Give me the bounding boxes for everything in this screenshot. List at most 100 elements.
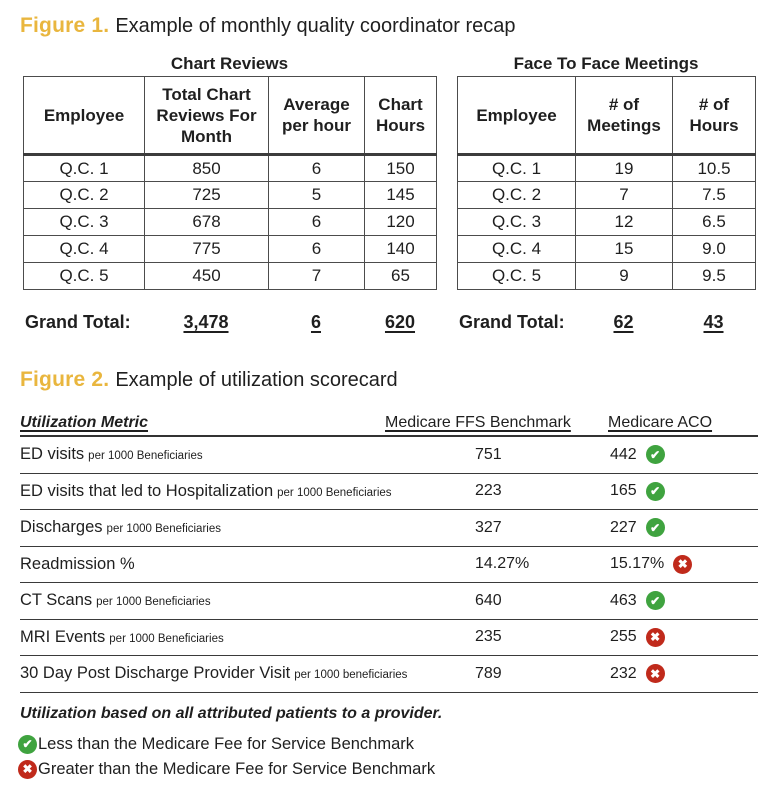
metric-name: Readmission %	[20, 554, 135, 573]
table-row: Q.C. 4 775 6 140	[23, 235, 437, 263]
scorecard-row: ED visits that led to Hospitalization per…	[20, 474, 758, 510]
scorecard-header: Utilization Metric Medicare FFS Benchmar…	[20, 414, 758, 437]
metric-name: ED visits	[20, 445, 85, 464]
status-check-icon: ✔	[645, 591, 665, 611]
cell-hours: 9.5	[672, 262, 756, 290]
scorecard-row: 30 Day Post Discharge Provider Visit per …	[20, 656, 758, 693]
ffs-value: 789	[475, 664, 502, 682]
metric-name: ED visits that led to Hospitalization	[20, 481, 274, 500]
cell-average: 7	[268, 262, 365, 290]
grand-total-value: 620	[384, 312, 416, 332]
status-cross-icon: ✖	[645, 627, 665, 647]
cell-employee: Q.C. 2	[23, 181, 145, 209]
chart-reviews-block: Chart Reviews Employee Total Chart Revie…	[23, 54, 437, 333]
status-check-icon: ✔	[645, 481, 665, 501]
meetings-grand-total: Grand Total: 62 43	[457, 312, 755, 333]
figure1-caption: Figure 1. Example of monthly quality coor…	[0, 0, 778, 39]
cell-chart-hours: 65	[364, 262, 437, 290]
metric-name: CT Scans	[20, 591, 93, 610]
status-cross-icon: ✖	[645, 664, 665, 684]
metric-name: Discharges	[20, 518, 103, 537]
cell-employee: Q.C. 5	[457, 262, 576, 290]
ffs-value: 640	[475, 591, 502, 609]
metric-qualifier: per 1000 Beneficiaries	[96, 596, 211, 609]
cell-chart-hours: 120	[364, 208, 437, 236]
cell-meetings: 19	[575, 154, 673, 182]
grand-total-label: Grand Total:	[459, 312, 565, 332]
table-row: Q.C. 5 450 7 65	[23, 262, 437, 290]
aco-value: 463	[610, 591, 637, 609]
cell-employee: Q.C. 3	[23, 208, 145, 236]
metric-qualifier: per 1000 Beneficiaries	[109, 632, 224, 645]
chart-reviews-table: Employee Total Chart Reviews For Month A…	[23, 76, 437, 290]
column-header: Employee	[23, 76, 145, 156]
column-header: Total Chart Reviews For Month	[144, 76, 269, 156]
chart-reviews-title: Chart Reviews	[170, 54, 289, 73]
cell-average: 5	[268, 181, 365, 209]
status-cross-icon: ✖	[673, 554, 693, 574]
column-header: # of Meetings	[575, 76, 673, 156]
cell-employee: Q.C. 4	[23, 235, 145, 263]
table-row: Q.C. 2 725 5 145	[23, 181, 437, 209]
legend-text: Greater than the Medicare Fee for Servic…	[38, 759, 436, 778]
cell-total-reviews: 775	[144, 235, 269, 263]
metric-qualifier: per 1000 beneficiaries	[294, 669, 408, 682]
chart-reviews-grand-total: Grand Total: 3,478 6 620	[23, 312, 436, 333]
legend-item-fail: ✖ Greater than the Medicare Fee for Serv…	[18, 757, 778, 782]
figure1-label: Figure 1.	[20, 14, 110, 37]
cell-employee: Q.C. 2	[457, 181, 576, 209]
table-row: Q.C. 1 19 10.5	[457, 154, 756, 182]
aco-value: 15.17%	[610, 555, 665, 573]
table-row: Q.C. 3 12 6.5	[457, 208, 756, 236]
scorecard-row: Readmission % 14.27% 15.17% ✖	[20, 547, 758, 583]
figure2-caption: Figure 2. Example of utilization scorecar…	[0, 333, 778, 393]
cell-total-reviews: 678	[144, 208, 269, 236]
legend-item-pass: ✔ Less than the Medicare Fee for Service…	[18, 732, 778, 757]
column-header: # of Hours	[672, 76, 756, 156]
chart-reviews-header-row: Employee Total Chart Reviews For Month A…	[23, 76, 437, 156]
status-check-icon: ✔	[645, 445, 665, 465]
cell-average: 6	[268, 235, 365, 263]
meetings-block: Face To Face Meetings Employee # of Meet…	[457, 54, 756, 333]
cell-meetings: 12	[575, 208, 673, 236]
figure1-caption-text: Example of monthly quality coordinator r…	[115, 15, 516, 37]
scorecard-row: Discharges per 1000 Beneficiaries 327 227…	[20, 510, 758, 547]
cross-icon: ✖	[18, 759, 37, 779]
metric-name: 30 Day Post Discharge Provider Visit	[20, 664, 291, 683]
column-header-metric: Utilization Metric	[20, 414, 149, 431]
scorecard-row: MRI Events per 1000 Beneficiaries 235 255…	[20, 620, 758, 656]
cell-total-reviews: 725	[144, 181, 269, 209]
status-check-icon: ✔	[645, 518, 665, 538]
cell-chart-hours: 140	[364, 235, 437, 263]
table-row: Q.C. 2 7 7.5	[457, 181, 756, 209]
legend-text: Less than the Medicare Fee for Service B…	[38, 734, 415, 753]
metric-qualifier: per 1000 Beneficiaries	[277, 486, 392, 499]
aco-value: 232	[610, 664, 637, 682]
figure2-label: Figure 2.	[20, 368, 110, 391]
aco-value: 442	[610, 445, 637, 463]
cell-hours: 10.5	[672, 154, 756, 182]
column-header-ffs: Medicare FFS Benchmark	[385, 414, 571, 431]
scorecard-row: CT Scans per 1000 Beneficiaries 640 463 ✔	[20, 583, 758, 620]
scorecard-row: ED visits per 1000 Beneficiaries 751 442 ✔	[20, 437, 758, 474]
grand-total-label: Grand Total:	[25, 312, 131, 332]
cell-chart-hours: 150	[364, 154, 437, 182]
legend: ✔ Less than the Medicare Fee for Service…	[18, 732, 778, 782]
grand-total-value: 62	[613, 312, 634, 332]
cell-hours: 7.5	[672, 181, 756, 209]
check-icon: ✔	[18, 734, 37, 754]
cell-hours: 6.5	[672, 208, 756, 236]
meetings-header-row: Employee # of Meetings # of Hours	[457, 76, 756, 156]
table-row: Q.C. 1 850 6 150	[23, 154, 437, 182]
table-row: Q.C. 4 15 9.0	[457, 235, 756, 263]
ffs-value: 14.27%	[475, 555, 530, 573]
ffs-value: 327	[475, 518, 502, 536]
cell-employee: Q.C. 3	[457, 208, 576, 236]
utilization-scorecard: Utilization Metric Medicare FFS Benchmar…	[20, 414, 758, 693]
aco-value: 255	[610, 628, 637, 646]
figure1-tables: Chart Reviews Employee Total Chart Revie…	[23, 54, 756, 333]
grand-total-value: 6	[310, 312, 321, 332]
grand-total-value: 43	[703, 312, 724, 332]
column-header-aco: Medicare ACO	[608, 414, 713, 431]
